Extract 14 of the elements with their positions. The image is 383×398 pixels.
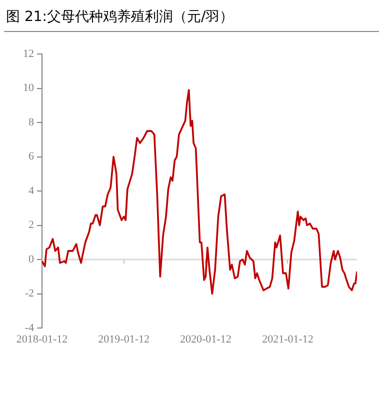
y-tick-label: -2 <box>24 288 34 300</box>
y-tick-label: -4 <box>24 322 34 334</box>
x-tick-label: 2018-01-12 <box>16 333 68 346</box>
y-tick-label: 0 <box>28 253 34 266</box>
y-tick-label: 12 <box>23 48 34 60</box>
y-tick-label: 4 <box>28 184 34 197</box>
y-tick-label: 2 <box>28 219 34 232</box>
y-tick-label: 8 <box>28 116 34 128</box>
x-tick-label: 2021-01-12 <box>262 333 314 346</box>
x-tick-label: 2019-01-12 <box>98 333 150 346</box>
y-tick-label: 10 <box>23 82 34 94</box>
chart-title: 图 21:父母代种鸡养殖利润（元/羽） <box>6 8 234 26</box>
x-tick-label: 2020-01-12 <box>180 333 232 346</box>
y-tick-label: 6 <box>28 150 34 163</box>
